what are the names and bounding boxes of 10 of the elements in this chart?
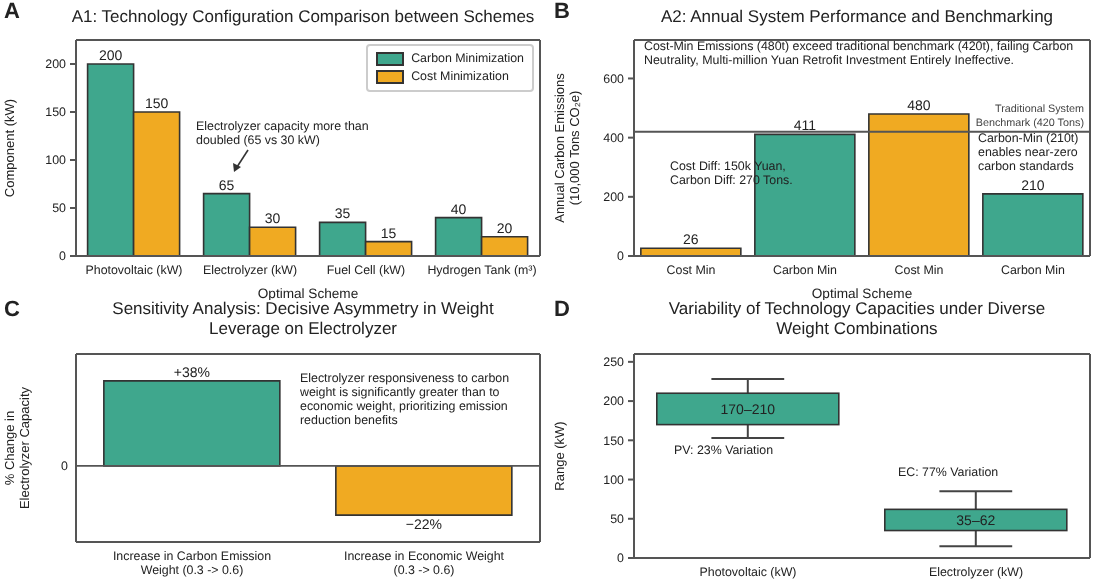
- chart-title: A1: Technology Configuration Comparison between Schemes: [69, 6, 537, 26]
- text: A: [4, 0, 20, 24]
- chart-title: Variability of Technology Capacities under Diverse Weight Combinations: [667, 298, 1047, 338]
- bar: [982, 193, 1084, 256]
- bar: [868, 113, 970, 256]
- text: C: [4, 298, 20, 322]
- chart-title: A2: Annual System Performance and Benchmarking: [658, 6, 1056, 26]
- text: D: [554, 298, 570, 322]
- chart-title: Sensitivity Analysis: Decisive Asymmetry in Weight Leverage on Electrolyzer: [110, 298, 496, 338]
- text: B: [554, 0, 570, 24]
